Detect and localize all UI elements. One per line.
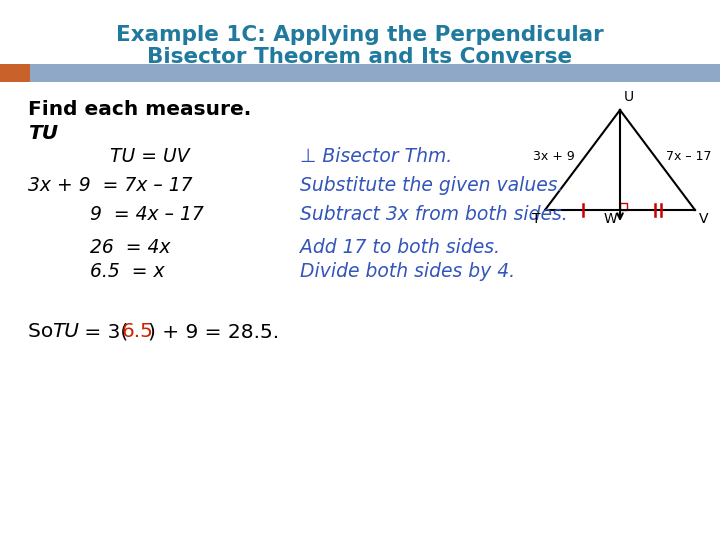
Text: = 3(: = 3(: [78, 322, 128, 341]
Bar: [0, 64, 30, 82]
Text: 7x – 17: 7x – 17: [665, 150, 711, 163]
Text: T: T: [533, 212, 541, 226]
Text: 3x + 9  = 7x – 17: 3x + 9 = 7x – 17: [28, 176, 192, 195]
Text: Subtract 3x from both sides.: Subtract 3x from both sides.: [300, 205, 568, 224]
Text: V: V: [699, 212, 708, 226]
Text: ⊥ Bisector Thm.: ⊥ Bisector Thm.: [300, 147, 452, 166]
Text: Divide both sides by 4.: Divide both sides by 4.: [300, 262, 515, 281]
Text: ) + 9 = 28.5.: ) + 9 = 28.5.: [148, 322, 279, 341]
Text: TU = UV: TU = UV: [110, 147, 189, 166]
Bar: [620, 203, 627, 210]
Text: Bisector Theorem and Its Converse: Bisector Theorem and Its Converse: [148, 47, 572, 67]
Bar: [0, 64, 720, 82]
Text: U: U: [624, 90, 634, 104]
Text: So: So: [28, 322, 60, 341]
Text: Example 1C: Applying the Perpendicular: Example 1C: Applying the Perpendicular: [116, 25, 604, 45]
Text: TU: TU: [52, 322, 79, 341]
Text: Add 17 to both sides.: Add 17 to both sides.: [300, 238, 500, 257]
Text: 6.5  = x: 6.5 = x: [90, 262, 165, 281]
Text: 6.5: 6.5: [122, 322, 154, 341]
Text: 3x + 9: 3x + 9: [533, 150, 575, 163]
Text: Substitute the given values.: Substitute the given values.: [300, 176, 564, 195]
Text: 26  = 4x: 26 = 4x: [90, 238, 171, 257]
Text: TU: TU: [28, 124, 58, 143]
Text: Find each measure.: Find each measure.: [28, 100, 251, 119]
Text: W: W: [603, 212, 617, 226]
Text: 9  = 4x – 17: 9 = 4x – 17: [90, 205, 204, 224]
